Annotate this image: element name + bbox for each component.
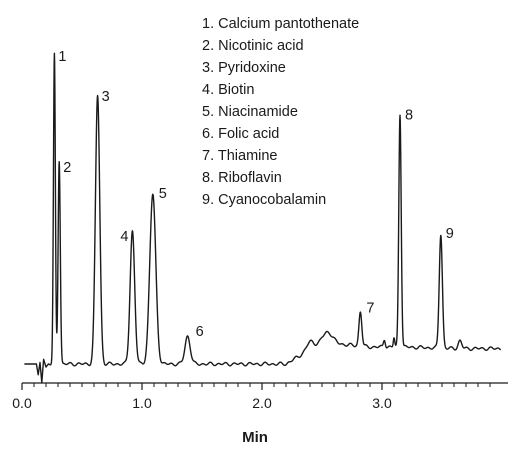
- legend-entry: 3. Pyridoxine: [202, 60, 286, 76]
- x-tick-label: 3.0: [372, 395, 392, 411]
- legend-entry: 1. Calcium pantothenate: [202, 16, 359, 32]
- legend-entry: 7. Thiamine: [202, 148, 278, 164]
- chart-legend: 1. Calcium pantothenate 2. Nicotinic aci…: [202, 16, 359, 208]
- chromatogram-trace: [24, 52, 502, 384]
- peak-label: 4: [120, 229, 128, 245]
- legend-entry: 5. Niacinamide: [202, 104, 298, 120]
- legend-entry: 2. Nicotinic acid: [202, 38, 304, 54]
- peak-label: 2: [63, 160, 71, 176]
- peak-label: 6: [196, 324, 204, 340]
- peak-label: 9: [446, 226, 454, 242]
- x-tick-label: 0.0: [12, 395, 32, 411]
- peak-label: 7: [366, 301, 374, 317]
- peak-labels: 1 2 3 4 5 6 7 8 9: [58, 49, 453, 340]
- peak-label: 8: [405, 108, 413, 124]
- legend-entry: 6. Folic acid: [202, 126, 279, 142]
- legend-entry: 4. Biotin: [202, 82, 254, 98]
- legend-entry: 8. Riboflavin: [202, 170, 282, 186]
- x-axis-ticks: 0.0 1.0 2.0 3.0: [12, 383, 491, 411]
- peak-label: 5: [159, 186, 167, 202]
- peak-label: 3: [102, 89, 110, 105]
- x-tick-label: 2.0: [252, 395, 272, 411]
- peak-label: 1: [58, 49, 66, 65]
- x-axis-title: Min: [242, 429, 268, 446]
- legend-entry: 9. Cyanocobalamin: [202, 192, 326, 208]
- x-tick-label: 1.0: [132, 395, 152, 411]
